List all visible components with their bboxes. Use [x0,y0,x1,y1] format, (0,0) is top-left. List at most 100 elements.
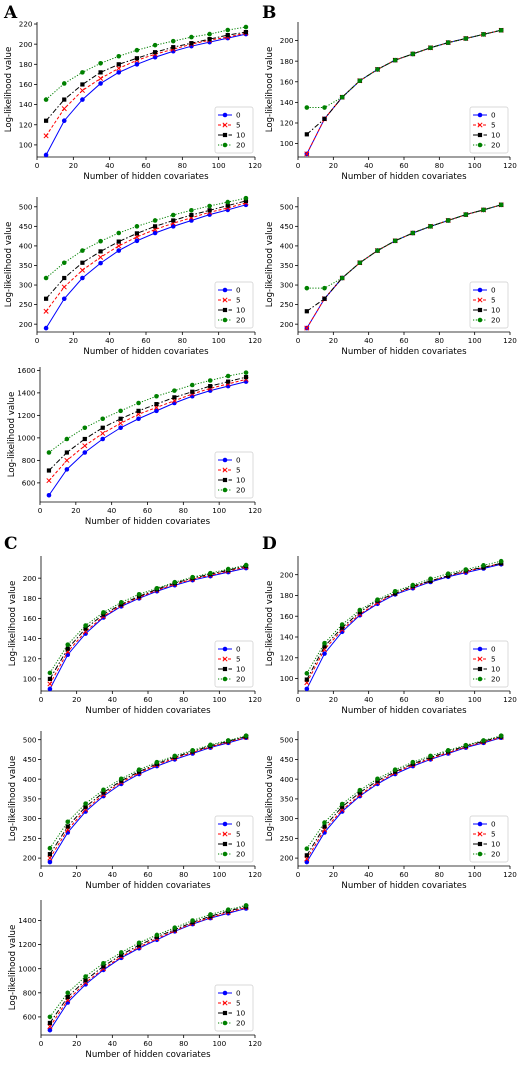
marker-20-5 [134,47,140,53]
series-line-5 [49,736,247,859]
marker-20-9 [207,378,213,383]
x-tick-label: 60 [141,336,151,345]
x-tick-label: 0 [39,695,44,704]
x-tick-label: 120 [248,161,262,170]
legend-label-10: 10 [236,131,246,140]
marker-20-5 [136,767,142,772]
marker-20-legend [222,317,228,323]
marker-5-3 [98,254,104,260]
marker-20-7 [428,224,433,229]
marker-20-6 [152,42,158,48]
marker-20-6 [410,230,416,236]
marker-20-11 [243,24,249,30]
y-tick-label: 500 [23,735,37,744]
marker-20-2 [339,275,345,281]
marker-20-0 [47,1014,53,1020]
marker-20-8 [445,748,451,753]
marker-20-8 [189,382,195,388]
marker-20-1 [322,640,327,646]
series-line-20 [45,26,246,100]
marker-5-2 [79,267,85,273]
marker-5-3 [100,430,106,436]
marker-0-legend [222,821,228,827]
x-tick-label: 60 [143,870,153,879]
marker-10-0 [43,296,49,301]
marker-20-3 [101,610,106,615]
y-axis-label: Log-likelihood value [4,47,14,133]
marker-20-4 [375,248,380,253]
marker-10-3 [101,964,106,969]
series-line-5 [45,32,247,137]
marker-0-0 [47,859,53,865]
legend-label-5: 5 [491,830,496,839]
marker-10-legend [222,666,228,672]
y-axis-label: Log-likelihood value [4,222,14,308]
y-tick-label: 400 [280,775,294,784]
marker-20-4 [118,600,124,605]
legend-label-20: 20 [236,316,246,325]
marker-10-4 [116,239,121,244]
y-tick-label: 400 [280,242,294,251]
marker-0-4 [116,70,122,75]
legend-label-0: 0 [491,111,496,120]
y-tick-label: 160 [19,80,33,89]
x-tick-label: 80 [178,161,188,170]
x-tick-label: 20 [69,161,79,170]
y-tick-label: 160 [280,77,294,86]
marker-5-legend [222,831,228,837]
marker-0-legend [222,990,228,996]
marker-5-0 [47,1024,53,1030]
legend-label-20: 20 [236,675,246,684]
y-tick-label: 450 [19,222,33,231]
x-tick-label: 60 [143,506,153,515]
x-tick-label: 100 [468,336,482,345]
marker-20-legend [222,487,228,493]
marker-20-legend [477,676,483,682]
y-tick-label: 350 [280,794,294,803]
marker-20-4 [118,776,124,782]
marker-10-0 [47,852,53,857]
series-line-0 [306,737,502,863]
y-tick-label: 120 [19,120,33,129]
marker-0-4 [116,248,122,253]
marker-10-legend [222,132,228,138]
marker-5-1 [61,284,67,290]
marker-10-1 [322,644,327,649]
marker-20-9 [463,742,469,748]
marker-10-4 [116,62,121,67]
series-line-10 [306,562,502,680]
legend-box [214,640,254,688]
x-tick-label: 120 [503,336,517,345]
x-tick-label: 120 [503,695,517,704]
marker-20-8 [190,574,195,580]
marker-10-1 [62,275,67,281]
marker-0-0 [47,686,53,692]
y-tick-label: 100 [280,139,294,148]
marker-20-7 [172,388,177,393]
y-tick-label: 120 [23,654,37,663]
y-axis-label: Log-likelihood value [265,581,275,667]
marker-0-legend [222,287,228,293]
x-tick-label: 80 [179,870,189,879]
x-tick-label: 0 [296,161,301,170]
legend-label-0: 0 [491,645,496,654]
y-tick-label: 120 [280,119,294,128]
x-axis-label: Number of hidden covariates [83,172,209,182]
marker-10-5 [136,943,142,948]
marker-20-3 [101,960,106,966]
marker-5-legend [222,122,228,128]
marker-20-1 [61,260,67,266]
marker-10-2 [83,978,88,983]
marker-20-8 [445,571,451,576]
marker-0-legend [477,112,483,118]
marker-10-2 [80,82,85,87]
panel-letter-a: A [3,3,18,23]
marker-5-4 [116,243,122,249]
marker-20-7 [428,45,433,51]
marker-0-legend [222,646,228,652]
legend-label-10: 10 [236,1009,246,1018]
y-tick-label: 180 [19,60,33,69]
marker-10-2 [340,625,345,630]
legend-label-5: 5 [491,121,496,130]
panel-letter-b: B [262,3,276,23]
